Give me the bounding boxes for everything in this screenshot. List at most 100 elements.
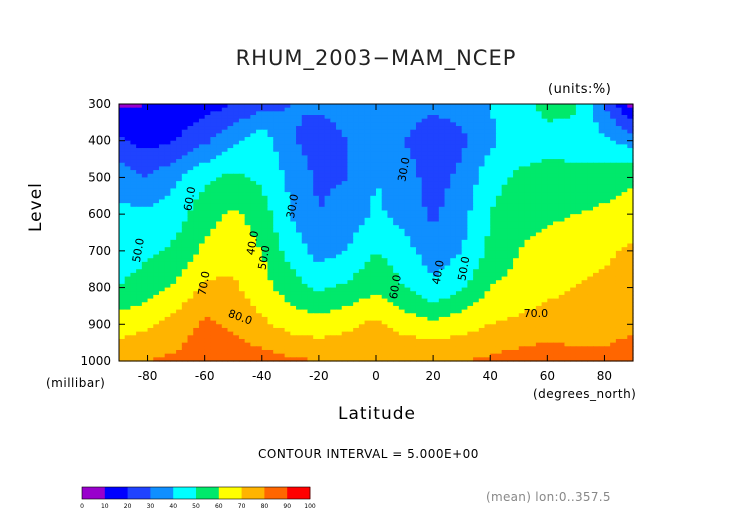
heatmap-cell xyxy=(393,228,400,234)
heatmap-cell xyxy=(336,236,343,241)
heatmap-cell xyxy=(547,243,554,248)
heatmap-cell xyxy=(341,254,349,259)
heatmap-cell xyxy=(204,140,211,145)
heatmap-cell xyxy=(381,162,389,168)
heatmap-cell xyxy=(233,151,240,156)
heatmap-cell xyxy=(610,206,617,212)
heatmap-cell xyxy=(187,195,194,201)
heatmap-cell xyxy=(381,269,389,274)
heatmap-cell xyxy=(450,184,457,190)
heatmap-cell xyxy=(170,188,177,193)
heatmap-cell xyxy=(575,254,583,259)
heatmap-cell xyxy=(261,291,269,296)
heatmap-cell xyxy=(450,115,457,120)
heatmap-cell xyxy=(421,239,428,245)
heatmap-cell xyxy=(290,258,297,263)
heatmap-cell xyxy=(256,283,263,289)
heatmap-cell xyxy=(158,148,166,153)
heatmap-cell xyxy=(221,236,229,241)
heatmap-cell xyxy=(130,261,137,267)
heatmap-cell xyxy=(330,122,337,127)
heatmap-cell xyxy=(587,302,594,307)
heatmap-cell xyxy=(553,170,560,175)
heatmap-cell xyxy=(358,192,366,197)
heatmap-cell xyxy=(130,107,137,112)
heatmap-cell xyxy=(575,302,583,307)
heatmap-cell xyxy=(404,126,411,131)
heatmap-cell xyxy=(164,265,171,270)
heatmap-cell xyxy=(387,294,394,300)
heatmap-cell xyxy=(261,177,269,182)
heatmap-cell xyxy=(570,247,577,252)
heatmap-cell xyxy=(244,243,251,248)
heatmap-cell xyxy=(507,111,514,116)
heatmap-cell xyxy=(535,280,543,285)
heatmap-cell xyxy=(524,221,531,226)
heatmap-cell xyxy=(564,302,571,307)
heatmap-cell xyxy=(193,272,200,278)
heatmap-cell xyxy=(341,302,349,307)
heatmap-cell xyxy=(564,177,571,182)
heatmap-cell xyxy=(221,302,229,307)
heatmap-cell xyxy=(473,162,480,168)
heatmap-cell xyxy=(524,137,531,142)
heatmap-cell xyxy=(204,243,211,248)
heatmap-cell xyxy=(438,254,446,259)
heatmap-cell xyxy=(455,104,463,109)
heatmap-cell xyxy=(267,166,274,171)
heatmap-cell xyxy=(564,122,571,127)
heatmap-cell xyxy=(387,261,394,267)
heatmap-cell xyxy=(250,276,257,281)
heatmap-cell xyxy=(415,144,423,149)
heatmap-cell xyxy=(490,239,497,245)
heatmap-cell xyxy=(410,151,417,156)
heatmap-cell xyxy=(524,104,531,109)
heatmap-cell xyxy=(575,261,583,267)
heatmap-cell xyxy=(610,107,617,112)
heatmap-cell xyxy=(421,217,428,223)
heatmap-cell xyxy=(267,115,274,120)
heatmap-cell xyxy=(244,276,251,281)
heatmap-cell xyxy=(147,199,154,204)
heatmap-cell xyxy=(598,302,606,307)
heatmap-cell xyxy=(467,291,474,296)
heatmap-cell xyxy=(119,170,126,175)
heatmap-cell xyxy=(261,243,269,248)
heatmap-cell xyxy=(615,261,623,267)
heatmap-cell xyxy=(450,283,457,289)
heatmap-cell xyxy=(415,298,423,303)
heatmap-cell xyxy=(478,118,486,123)
heatmap-cell xyxy=(570,232,577,237)
heatmap-cell xyxy=(410,148,417,153)
heatmap-cell xyxy=(438,239,446,245)
heatmap-cell xyxy=(427,217,434,223)
heatmap-cell xyxy=(376,140,383,145)
heatmap-cell xyxy=(558,140,566,145)
heatmap-cell xyxy=(461,302,468,307)
heatmap-cell xyxy=(438,129,446,134)
heatmap-cell xyxy=(490,184,497,190)
heatmap-cell xyxy=(450,280,457,285)
heatmap-cell xyxy=(278,258,286,263)
heatmap-cell xyxy=(358,129,366,134)
heatmap-cell xyxy=(181,155,189,160)
heatmap-cell xyxy=(198,294,206,300)
heatmap-cell xyxy=(598,272,606,278)
heatmap-cell xyxy=(398,155,406,160)
heatmap-cell xyxy=(318,269,326,274)
heatmap-cell xyxy=(347,210,354,215)
heatmap-cell xyxy=(553,184,560,190)
heatmap-cell xyxy=(604,232,611,237)
heatmap-cell xyxy=(478,261,486,267)
heatmap-cell xyxy=(227,188,234,193)
heatmap-cell xyxy=(404,239,411,245)
heatmap-cell xyxy=(204,118,211,123)
heatmap-cell xyxy=(421,195,428,201)
heatmap-cell xyxy=(330,126,337,131)
heatmap-cell xyxy=(513,104,520,109)
heatmap-cell xyxy=(244,258,251,263)
heatmap-cell xyxy=(301,217,309,223)
heatmap-cell xyxy=(513,192,520,197)
heatmap-cell xyxy=(438,188,446,193)
heatmap-cell xyxy=(153,232,160,237)
